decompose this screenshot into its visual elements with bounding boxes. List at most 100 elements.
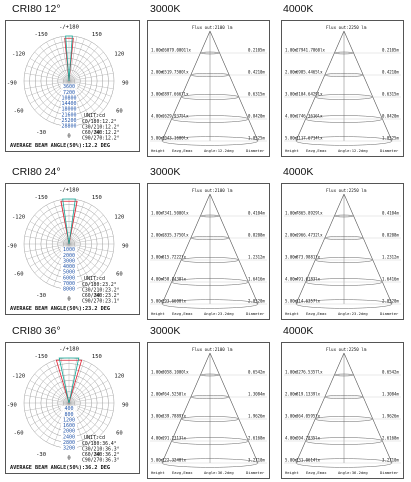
average-beam-angle: AVERAGE BEAM ANGLE(50%):23.2 DEG <box>10 306 110 312</box>
polar-angle-label: 60 <box>116 108 123 114</box>
polar-angle-label: 90 <box>122 402 129 408</box>
cone-footer-label: Eavg,Emax <box>172 148 193 153</box>
ring-label-bg <box>61 286 77 291</box>
polar-spoke <box>68 72 114 82</box>
diameter-value: 0.8420m <box>248 114 265 119</box>
polar-spoke <box>26 387 70 404</box>
cri-label: CRI80 12° <box>12 3 61 15</box>
ring-label-bg <box>61 246 77 252</box>
polar-angle-label: 150 <box>92 195 102 201</box>
height-value: 3.00m <box>151 92 164 97</box>
cone-footer-label: Height <box>151 148 165 153</box>
height-value: 1.00m <box>151 48 164 53</box>
diameter-value: 1.0525m <box>382 136 399 141</box>
polar-unit-label: UNIT:cd <box>84 113 105 119</box>
height-value: 5.00m <box>151 458 164 463</box>
ring-label-bg <box>61 411 77 417</box>
polar-angle-label: 120 <box>114 215 124 221</box>
diameter-value: 0.8208m <box>382 233 399 238</box>
polar-angle-label: -60 <box>14 430 24 436</box>
polar-spoke <box>24 243 70 253</box>
polar-spoke <box>53 38 70 82</box>
diameter-value: 2.6168m <box>382 436 399 441</box>
ring-label-bg <box>61 123 77 128</box>
polar-spoke <box>46 363 70 404</box>
diameter-value: 2.0520m <box>248 299 265 304</box>
cone-footer-label: Diameter <box>380 470 399 475</box>
illuminance-value: 339.7889lx <box>162 414 187 419</box>
polar-spoke <box>39 46 70 82</box>
cone-footer-label: Angle:12.2deg <box>204 148 234 153</box>
illuminance-value: 26079.0001lx <box>162 48 191 53</box>
polar-spoke <box>29 380 70 404</box>
polar-angle-label: -30 <box>36 293 46 299</box>
polar-spoke <box>34 373 70 404</box>
height-value: 1.00m <box>285 211 298 216</box>
ring-label-bg <box>61 117 77 123</box>
polar-ring-label: 6000 <box>63 275 75 281</box>
polar-spoke <box>68 360 85 404</box>
cone-edge-left <box>161 352 211 464</box>
ring-label-bg <box>61 252 77 258</box>
polar-unit-label: UNIT:cd <box>84 276 105 282</box>
polar-spoke <box>68 80 112 97</box>
cct-label-4000k: 4000K <box>283 3 314 15</box>
polar-angle-label: -90 <box>7 80 17 86</box>
height-value: 3.00m <box>285 414 298 419</box>
polar-ring-label: 21600 <box>61 112 76 118</box>
illuminance-value: 3276.5357lx <box>296 370 323 375</box>
ring-label-bg <box>61 439 77 445</box>
diameter-value: 1.6416m <box>248 277 265 282</box>
polar-angle-label: 0 <box>67 134 70 140</box>
polar-ring-label: 2400 <box>63 434 75 440</box>
ring-label-bg <box>61 428 77 434</box>
cone-footer-label: Angle:12.2deg <box>338 148 368 153</box>
cone-edge-left <box>295 30 345 142</box>
polar-ring-label: 400 <box>64 406 73 412</box>
polar-ring-label: 8000 <box>63 287 75 293</box>
cone-footer-label: Height <box>151 470 165 475</box>
polar-angle-label: -/+180 <box>59 188 79 194</box>
cone-diagram-panel: Flux out:2100 lm 1.00m 26079.0001lx 0.2105m… <box>147 20 270 157</box>
intensity-curve-c90 <box>65 35 73 82</box>
polar-ring-label: 28800 <box>61 124 76 130</box>
height-value: 4.00m <box>151 114 164 119</box>
chart-row: CRI80 36° 3000K 4000K -/+180 -150 150 -120 120-… <box>0 322 411 482</box>
beam-angle-line: C60/240:12.2° <box>82 130 120 136</box>
diameter-value: 3.2710m <box>248 458 265 463</box>
polar-angle-label: -90 <box>7 402 17 408</box>
flux-out-label: Flux out:2100 lm <box>192 188 233 193</box>
polar-angle-label: -90 <box>7 243 17 249</box>
polar-ring-label: 3200 <box>63 446 75 452</box>
polar-spoke <box>68 221 109 245</box>
polar-ring-label: 2800 <box>63 440 75 446</box>
polar-spoke <box>68 201 85 245</box>
diameter-value: 3.2710m <box>382 458 399 463</box>
cone-footer-label: Height <box>285 470 299 475</box>
polar-spoke <box>68 209 99 245</box>
polar-spoke <box>29 58 70 82</box>
polar-angle-label: 60 <box>116 271 123 277</box>
polar-spoke <box>29 221 70 245</box>
polar-spoke <box>68 41 92 82</box>
cone-footer-label: Eavg,Emax <box>172 311 193 316</box>
ring-label-bg <box>61 83 77 89</box>
cone-edge-left <box>295 193 345 305</box>
flux-out-label: Flux out:2250 lm <box>326 188 367 193</box>
polar-spoke <box>68 402 114 412</box>
cone-footer-label: Angle:23.2deg <box>338 311 368 316</box>
cone-diagram-panel: Flux out:2250 lm 1.00m 3276.5357lx 0.6542m 2… <box>281 342 404 479</box>
illuminance-value: 458.8438lx <box>162 277 187 282</box>
polar-spoke <box>24 72 70 82</box>
diameter-value: 2.6168m <box>248 436 265 441</box>
diameter-value: 0.2105m <box>248 48 265 53</box>
ring-label-bg <box>61 445 77 450</box>
polar-angle-label: 120 <box>114 374 124 380</box>
diameter-value: 1.2312m <box>382 255 399 260</box>
diameter-value: 1.2312m <box>248 255 265 260</box>
cri-label: CRI80 24° <box>12 166 61 178</box>
illuminance-value: 204.7835lx <box>296 436 321 441</box>
polar-spoke <box>68 214 104 245</box>
